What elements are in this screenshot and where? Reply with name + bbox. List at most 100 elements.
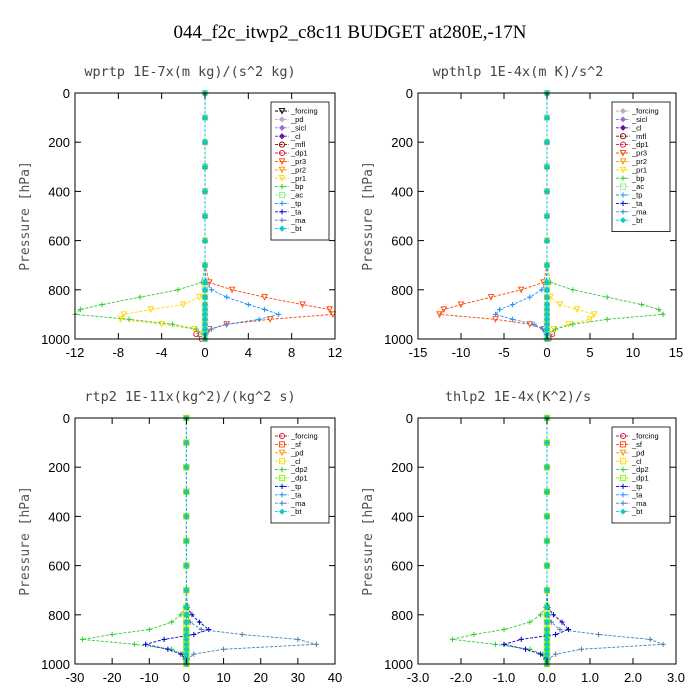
legend-marker [620,483,626,489]
legend-label: _pr1 [290,174,306,183]
legend-label: _forcing [290,432,318,441]
data-point-bt [201,237,209,244]
data-point-bt [543,619,551,626]
x-tick-label: 30 [291,670,305,685]
data-point-ma [295,636,301,642]
legend-marker [619,458,627,465]
legend-marker [619,432,627,440]
y-tick-label: 200 [391,135,413,150]
legend-label: _pr1 [631,165,647,174]
legend-label: _tp [631,482,642,491]
data-point-pr1 [556,301,564,309]
series-line-tp [204,93,281,340]
data-point-tp [550,612,557,618]
legend-label: _ac [290,191,303,200]
legend-label: _dp1 [290,149,308,158]
legend-marker [619,158,627,166]
legend-marker [279,492,285,498]
chart-panel-2: wpthlp 1E-4x(m K)/s^2 -15 -10 -5 0 5 10 15 0 200 4… [361,64,683,360]
data-point-bt [543,139,551,146]
y-tick-label: 600 [391,234,413,249]
data-point-bt [201,286,209,293]
data-point-tp [559,619,565,625]
legend: _forcing_sf_pd_cl_dp2_dp1_tp_ta_ma_bt [270,426,330,524]
legend-label: _bt [631,507,643,516]
data-point-bt [543,286,551,293]
legend-label: _ac [631,182,644,191]
data-point-bt [183,587,190,594]
data-point-tp [196,619,203,625]
series-line-pr1 [119,93,206,340]
legend-marker [620,467,626,473]
data-point-dp2 [168,619,175,625]
chart-title: thlp2 1E-4x(K^2)/s [445,389,591,405]
legend-marker [278,107,286,115]
data-point-tp [178,651,184,657]
chart-title: wpthlp 1E-4x(m K)/s^2 [433,64,604,80]
legend-marker [278,116,286,123]
data-point-bt [201,279,209,286]
data-point-tp [553,631,559,638]
legend-label: _ma [290,216,306,225]
legend-label: _ma [631,499,647,508]
legend-marker [279,500,285,506]
y-tick-label: 400 [391,184,413,199]
series-line-pr3 [438,93,548,340]
data-point-pr3 [526,321,534,328]
y-tick-label: 400 [48,184,70,199]
legend-marker [278,124,286,131]
x-tick-label: -12 [66,345,85,360]
legend-label: _cl [631,457,642,466]
data-point-tp [161,636,167,642]
x-tick-label: 40 [328,670,342,685]
data-point-pr1 [573,306,581,314]
legend-marker [619,183,627,190]
data-point-pr1 [590,311,598,319]
legend-label: _mfl [631,132,647,141]
y-tick-label: 600 [48,559,70,574]
data-point-ma [578,646,584,652]
legend-marker [279,217,285,223]
series-line-dp2 [82,418,187,665]
data-point-bp [193,326,199,332]
legend-label: _tp [631,191,642,200]
legend-marker [620,175,626,181]
data-point-bp [570,287,576,293]
chart-panel-4: thlp2 1E-4x(K^2)/s -3.0 -2.0 -1.0 0.0 1.0 2.0 3… [361,389,685,685]
chart-title: wprtp 1E-7x(m kg)/(s^2 kg) [84,64,295,80]
x-tick-label: -2.0 [450,670,472,685]
x-tick-label: -5 [498,345,510,360]
x-tick-label: 5 [586,345,593,360]
legend-label: _ta [290,490,302,499]
data-point-tp [497,306,503,313]
y-tick-label: 600 [48,234,70,249]
legend-box [270,101,330,241]
legend-label: _dp1 [631,474,649,483]
legend-label: _ma [290,499,306,508]
legend-label: _bt [290,224,302,233]
legend-label: _bt [290,507,302,516]
data-point-bt [543,439,551,446]
data-point-bt [543,212,551,220]
data-point-tp [531,321,537,327]
legend-label: _dp2 [631,465,649,474]
legend-marker [619,217,627,224]
legend-marker [278,191,286,199]
data-point-tp [224,321,230,327]
legend-label: _pr2 [290,165,306,174]
chart-panel-3: rtp2 1E-11x(kg^2)/(kg^2 s) -30 -20 -10 0 10 20… [18,389,342,685]
data-point-dp2 [527,619,533,625]
data-point-pr3 [326,306,333,314]
legend-marker [278,508,286,515]
data-point-bt [201,114,209,121]
data-point-bp [77,306,84,313]
data-point-tp [208,287,215,293]
data-point-tp [276,311,282,317]
data-point-tp [518,636,524,642]
series-line-tp [145,418,210,665]
data-point-bt [543,188,551,195]
data-point-bt [543,464,551,471]
data-point-bt [543,294,551,301]
data-point-dp2 [471,631,477,638]
